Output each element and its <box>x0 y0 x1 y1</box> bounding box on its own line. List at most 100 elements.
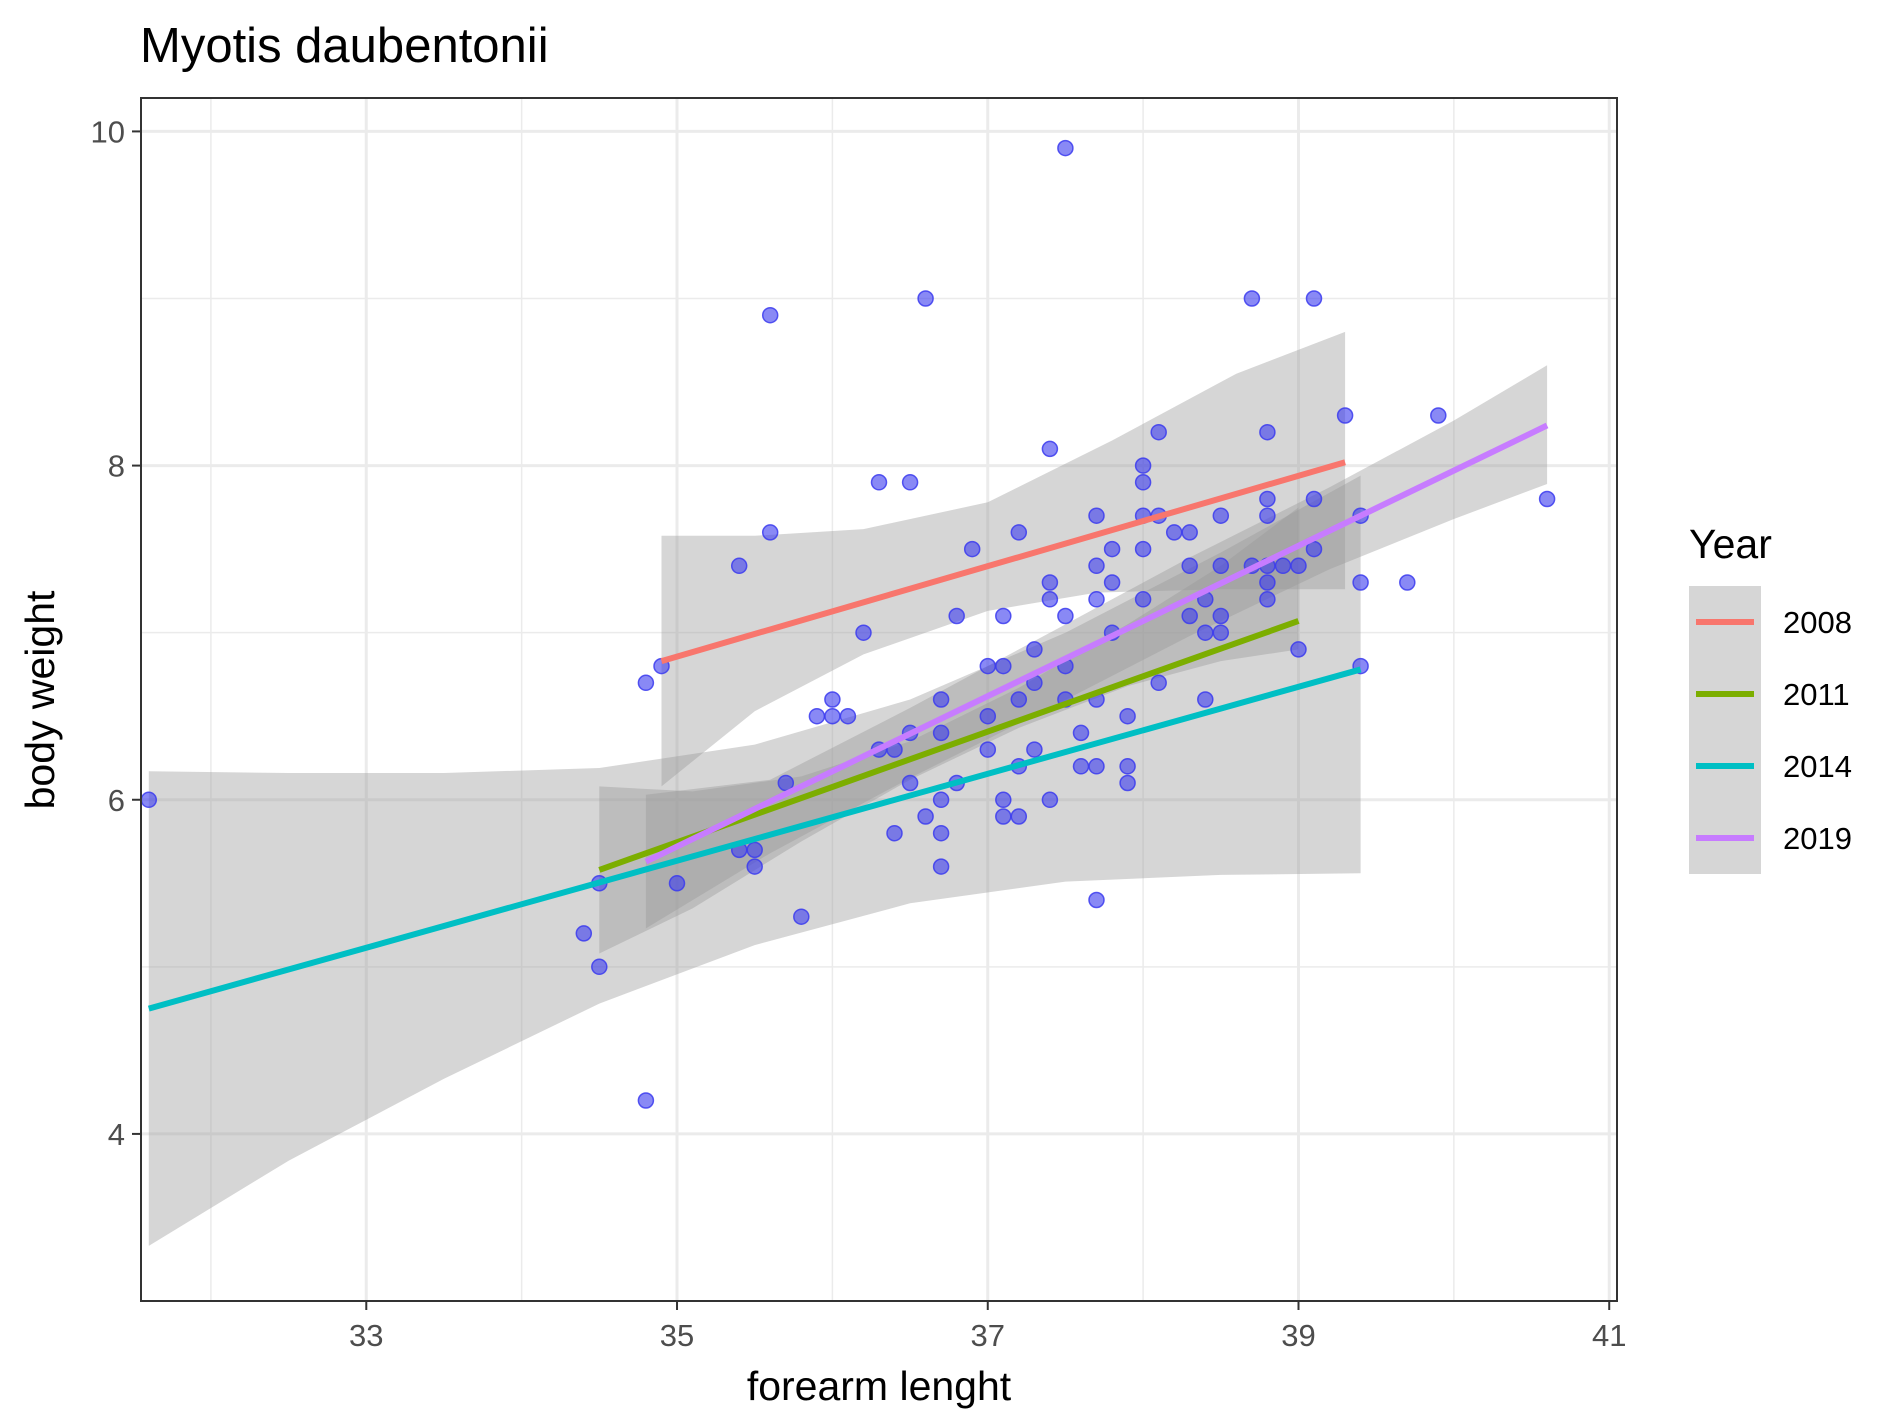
x-tick-label: 35 <box>660 1318 694 1353</box>
data-point <box>979 657 997 675</box>
data-point <box>1088 891 1105 909</box>
data-point <box>1197 624 1214 641</box>
data-point <box>637 1092 655 1109</box>
trend-line-2008 <box>660 459 1346 664</box>
legend-title: Year <box>1689 521 1772 567</box>
data-point <box>839 707 857 725</box>
y-axis-ticks: 4 6 8 10 <box>91 114 141 1152</box>
data-point <box>140 791 158 809</box>
data-point <box>793 908 810 925</box>
data-point <box>1103 540 1121 558</box>
data-point <box>824 707 841 725</box>
data-point <box>1197 691 1214 708</box>
chart-title: Myotis daubentonii <box>140 19 549 73</box>
grid-major <box>141 98 1617 1301</box>
data-point <box>1305 490 1323 508</box>
x-tick-label: 39 <box>1281 1318 1315 1353</box>
data-point <box>1212 507 1230 524</box>
data-point <box>1119 774 1136 792</box>
data-point <box>668 875 686 892</box>
data-point <box>979 707 997 725</box>
data-point <box>1274 557 1292 575</box>
data-point <box>855 624 872 641</box>
grid-minor <box>141 98 1617 1301</box>
data-point <box>730 557 748 575</box>
data-point <box>1088 557 1105 575</box>
data-point <box>1119 707 1136 725</box>
data-point <box>932 791 950 809</box>
data-point <box>591 958 608 976</box>
trend-line-2014 <box>147 666 1362 1012</box>
data-point <box>1212 557 1230 575</box>
data-point <box>1430 407 1447 424</box>
data-point <box>932 691 950 708</box>
x-tick-label: 37 <box>971 1318 1005 1353</box>
plot-panel-border <box>140 97 1618 1302</box>
data-point <box>932 858 950 875</box>
data-point <box>948 607 965 625</box>
data-point <box>761 524 779 541</box>
legend-label-2014: 2014 <box>1783 749 1852 784</box>
data-point <box>1212 624 1230 641</box>
data-points <box>140 139 1556 1109</box>
data-point <box>1259 507 1276 524</box>
data-point <box>1181 557 1198 575</box>
data-point <box>1399 574 1416 591</box>
data-point <box>1010 691 1028 708</box>
data-point <box>1134 474 1152 491</box>
data-point <box>777 774 795 792</box>
data-point <box>1088 758 1105 775</box>
data-point <box>1181 607 1198 625</box>
data-point <box>746 841 763 859</box>
data-point <box>995 607 1012 625</box>
data-point <box>1243 290 1261 307</box>
data-point <box>1026 641 1043 658</box>
data-point <box>1010 808 1028 825</box>
data-point <box>1259 423 1276 441</box>
data-point <box>1088 591 1105 608</box>
data-point <box>995 657 1012 675</box>
y-tick-label: 6 <box>108 783 125 818</box>
data-point <box>917 808 934 825</box>
y-tick-label: 10 <box>91 114 125 149</box>
data-point <box>1010 524 1028 541</box>
data-point <box>1134 591 1152 608</box>
data-point <box>995 791 1012 809</box>
y-tick-label: 4 <box>108 1117 125 1152</box>
data-point <box>1290 557 1307 575</box>
trend-lines <box>147 422 1549 1012</box>
data-point <box>824 691 841 708</box>
data-point <box>932 724 950 742</box>
data-point <box>1041 791 1059 809</box>
data-point <box>1026 741 1043 758</box>
data-point <box>1057 139 1074 157</box>
data-point <box>1072 758 1090 775</box>
data-point <box>1336 407 1354 424</box>
data-point <box>575 925 593 942</box>
y-tick-label: 8 <box>108 449 125 484</box>
data-point <box>808 707 826 725</box>
data-point <box>1057 607 1074 625</box>
data-point <box>1290 641 1307 658</box>
data-point <box>761 306 779 324</box>
data-point <box>1259 490 1276 508</box>
data-point <box>1134 457 1152 474</box>
data-point <box>963 540 981 558</box>
data-point <box>1041 574 1059 591</box>
data-point <box>637 674 655 692</box>
legend-label-2008: 2008 <box>1783 605 1852 640</box>
data-point <box>1119 758 1136 775</box>
data-point <box>1041 591 1059 608</box>
data-point <box>746 858 763 875</box>
data-point <box>1088 507 1105 524</box>
data-point <box>1103 574 1121 591</box>
data-point <box>1259 574 1276 591</box>
data-point <box>901 774 919 792</box>
trend-line-2019 <box>644 422 1549 865</box>
data-point <box>1212 607 1230 625</box>
legend-label-2011: 2011 <box>1783 677 1850 712</box>
data-point <box>1165 524 1183 541</box>
legend-label-2019: 2019 <box>1783 821 1852 856</box>
data-point <box>1305 290 1323 307</box>
legend-items: 2008 2011 2014 2019 <box>1689 586 1852 874</box>
